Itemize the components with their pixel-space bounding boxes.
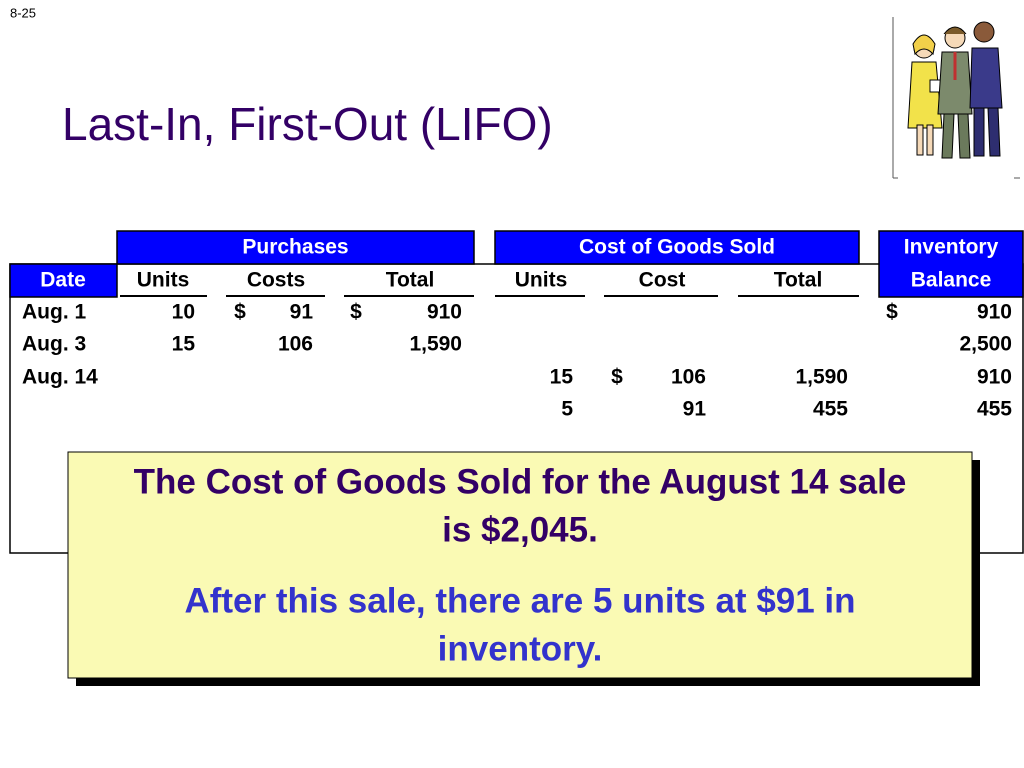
cell: Aug. 3 [22,333,86,356]
callout-note: After this sale, there are 5 units at $9… [184,581,855,620]
currency-sign: $ [350,301,362,324]
cell: 1,590 [409,333,462,356]
column-header: Costs [247,269,305,292]
cell: 2,500 [959,333,1012,356]
group-header-box [116,230,475,265]
column-header: Date [40,269,86,292]
cell: 106 [278,333,313,356]
column-header: Balance [911,269,992,292]
date-header-box [9,263,118,298]
cell: 910 [427,301,462,324]
column-header: Total [774,269,823,292]
slide-title: Last-In, First-Out (LIFO) [62,98,553,150]
cell: 5 [561,398,573,421]
cell: Aug. 1 [22,301,86,324]
group-header: Cost of Goods Sold [579,236,775,259]
cell: 15 [550,366,574,389]
callout-box [67,451,973,679]
cell: 91 [290,301,314,324]
cell: 455 [977,398,1012,421]
currency-sign: $ [611,366,623,389]
table: Purchases Cost of Goods Sold Inventory Date… [9,230,1024,421]
cell: 10 [172,301,195,324]
column-header: Cost [639,269,686,292]
callout-summary: is $2,045. [442,510,598,549]
group-header-box [878,230,1024,298]
column-header: Units [515,269,568,292]
currency-sign: $ [234,301,246,324]
cell: 91 [683,398,707,421]
cell: 910 [977,301,1012,324]
cell: 455 [813,398,848,421]
cell: 910 [977,366,1012,389]
currency-sign: $ [886,301,898,324]
group-header: Inventory [904,236,999,259]
callout-summary: The Cost of Goods Sold for the August 14… [134,462,907,501]
slide-number: 8-25 [10,5,36,20]
column-header: Total [386,269,435,292]
group-header: Purchases [242,236,348,259]
cell: 15 [172,333,196,356]
cell: Aug. 14 [22,366,98,389]
callout-note: inventory. [438,629,603,668]
clip-art [892,17,1020,179]
cell: 106 [671,366,706,389]
cell: 1,590 [795,366,848,389]
group-header-box [494,230,860,265]
column-header: Units [137,269,190,292]
